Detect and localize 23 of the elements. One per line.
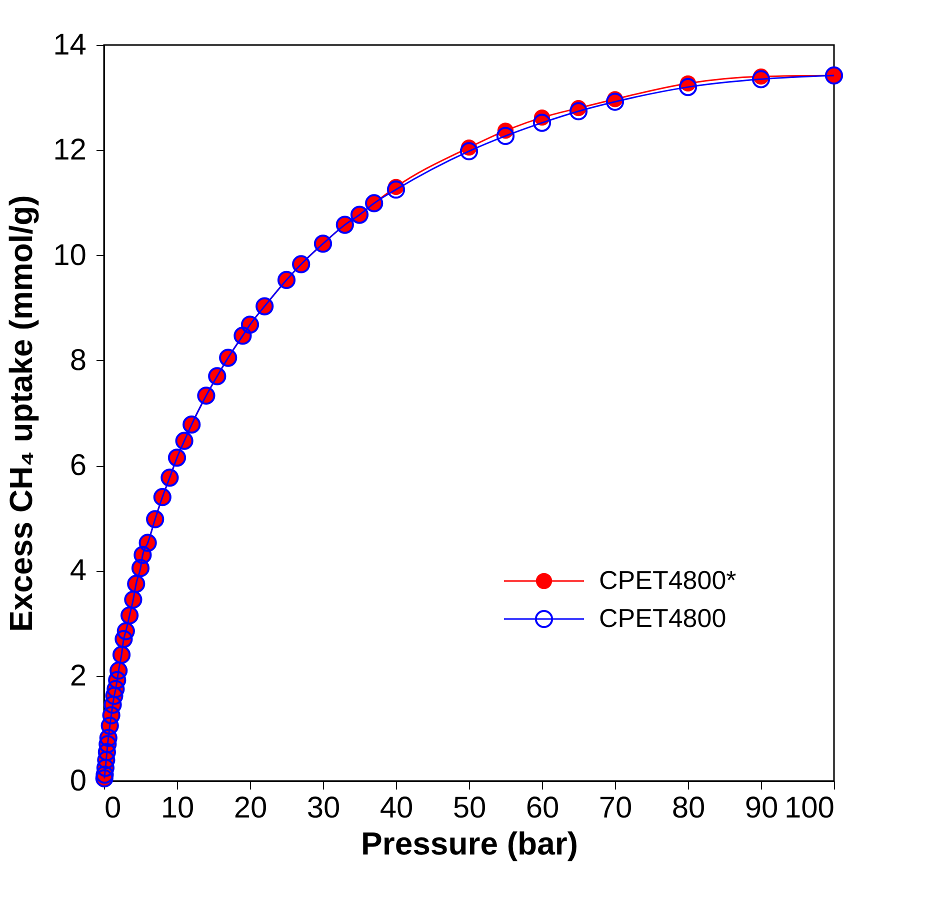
x-tick-label: 70 bbox=[598, 792, 632, 824]
x-tick-label: 40 bbox=[380, 792, 414, 824]
legend-label: CPET4800 bbox=[599, 603, 726, 633]
x-axis-title: Pressure (bar) bbox=[361, 826, 578, 862]
y-axis-title: Excess CH₄ uptake (mmol/g) bbox=[3, 195, 40, 632]
y-tick-label: 2 bbox=[70, 659, 86, 692]
x-tick-label: 30 bbox=[306, 792, 340, 824]
x-tick-label: 50 bbox=[452, 792, 486, 824]
x-tick-label: 80 bbox=[672, 792, 706, 824]
x-tick-label: 90 bbox=[744, 792, 778, 824]
y-tick-label: 6 bbox=[70, 449, 86, 482]
y-tick-label: 14 bbox=[53, 28, 86, 62]
x-tick-label: 10 bbox=[160, 792, 194, 824]
y-tick-label: 10 bbox=[53, 238, 86, 272]
y-tick-label: 12 bbox=[53, 134, 86, 167]
y-tick-label: 4 bbox=[70, 554, 86, 588]
y-tick-label: 8 bbox=[70, 344, 86, 377]
legend-label: CPET4800* bbox=[599, 565, 736, 595]
x-tick-label: 100 bbox=[784, 792, 834, 824]
x-tick-label: 60 bbox=[526, 792, 560, 824]
x-tick-label: 0 bbox=[104, 792, 122, 824]
y-tick-label: 0 bbox=[70, 764, 86, 798]
x-tick-label: 20 bbox=[234, 792, 268, 824]
